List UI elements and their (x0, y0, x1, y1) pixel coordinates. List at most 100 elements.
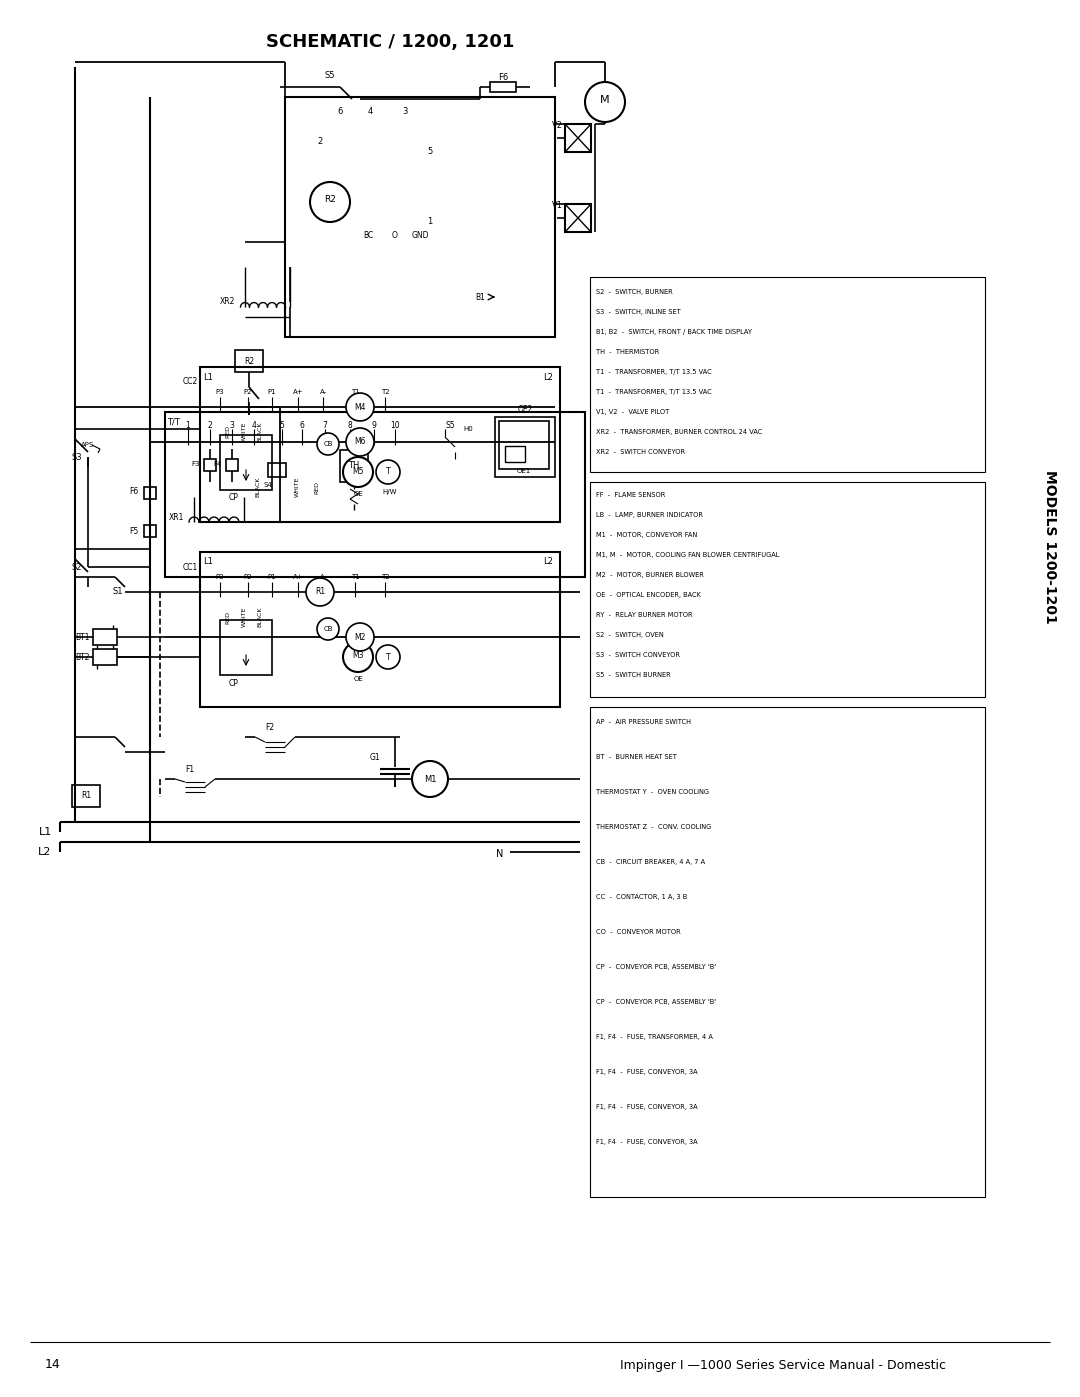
Bar (590, 482, 985, 697)
Text: S2: S2 (71, 563, 82, 571)
Text: BT  -  BURNER HEAT SET: BT - BURNER HEAT SET (596, 754, 677, 760)
Text: S4: S4 (264, 482, 272, 488)
Text: S2  -  SWITCH, BURNER: S2 - SWITCH, BURNER (596, 289, 673, 295)
Text: F5: F5 (129, 527, 138, 535)
Text: BT2: BT2 (76, 652, 90, 662)
Text: M1: M1 (423, 774, 436, 784)
Text: THERMOSTAT Y  -  OVEN COOLING: THERMOSTAT Y - OVEN COOLING (596, 789, 708, 795)
Text: L1: L1 (39, 827, 52, 837)
Text: A-: A- (320, 574, 326, 580)
Text: XR1: XR1 (168, 513, 184, 521)
Bar (340, 450, 368, 482)
Text: L2: L2 (543, 373, 553, 381)
Text: T2: T2 (380, 388, 389, 395)
Text: CB: CB (323, 441, 333, 447)
Bar (220, 620, 272, 675)
Text: L2: L2 (38, 847, 52, 856)
Text: S3  -  SWITCH CONVEYOR: S3 - SWITCH CONVEYOR (596, 652, 680, 658)
Text: T1: T1 (351, 574, 360, 580)
Text: T: T (386, 652, 390, 662)
Circle shape (343, 457, 373, 488)
Text: TH  -  THERMISTOR: TH - THERMISTOR (596, 349, 659, 355)
Text: B1: B1 (475, 292, 485, 302)
Text: B1, B2  -  SWITCH, FRONT / BACK TIME DISPLAY: B1, B2 - SWITCH, FRONT / BACK TIME DISPL… (596, 330, 752, 335)
Text: Impinger I —1000 Series Service Manual - Domestic: Impinger I —1000 Series Service Manual -… (620, 1358, 946, 1372)
Text: A+: A+ (293, 574, 303, 580)
Text: OE  -  OPTICAL ENCODER, BACK: OE - OPTICAL ENCODER, BACK (596, 592, 701, 598)
Text: V1, V2  -  VALVE PILOT: V1, V2 - VALVE PILOT (596, 409, 670, 415)
Text: BT1: BT1 (76, 633, 90, 641)
Bar (226, 460, 238, 471)
Text: R2: R2 (324, 196, 336, 204)
Bar (144, 525, 156, 536)
Circle shape (346, 427, 374, 455)
Bar (590, 277, 985, 472)
Text: APS: APS (81, 441, 95, 448)
Text: 7: 7 (323, 420, 327, 429)
Bar (165, 412, 585, 577)
Text: 10: 10 (390, 420, 400, 429)
Text: 4: 4 (252, 420, 256, 429)
Text: S3  -  SWITCH, INLINE SET: S3 - SWITCH, INLINE SET (596, 309, 680, 314)
Text: S1: S1 (112, 587, 123, 595)
Text: CC1: CC1 (183, 563, 198, 571)
Text: A+: A+ (293, 388, 303, 395)
Text: 6: 6 (337, 108, 342, 116)
Circle shape (346, 393, 374, 420)
Text: CP: CP (229, 679, 239, 687)
Text: V1: V1 (552, 201, 563, 210)
Text: L1: L1 (203, 557, 213, 567)
Text: OE: OE (353, 676, 363, 682)
Text: T1  -  TRANSFORMER, T/T 13.5 VAC: T1 - TRANSFORMER, T/T 13.5 VAC (596, 388, 712, 395)
Text: CC2: CC2 (183, 377, 198, 387)
Text: CC  -  CONTACTOR, 1 A, 3 B: CC - CONTACTOR, 1 A, 3 B (596, 894, 687, 900)
Text: S5  -  SWITCH BURNER: S5 - SWITCH BURNER (596, 672, 671, 678)
Circle shape (318, 433, 339, 455)
Text: CP  -  CONVEYOR PCB, ASSEMBLY 'B': CP - CONVEYOR PCB, ASSEMBLY 'B' (596, 999, 716, 1004)
Text: P1: P1 (268, 388, 276, 395)
Text: 4: 4 (367, 108, 373, 116)
Text: WHITE: WHITE (242, 606, 246, 627)
Text: OE1: OE1 (517, 468, 531, 474)
Text: F1, F4  -  FUSE, CONVEYOR, 3A: F1, F4 - FUSE, CONVEYOR, 3A (596, 1139, 698, 1146)
Bar (72, 785, 100, 807)
Text: THERMOSTAT Z  -  CONV. COOLING: THERMOSTAT Z - CONV. COOLING (596, 824, 712, 830)
Text: F1: F1 (186, 764, 194, 774)
Text: 2: 2 (207, 420, 213, 429)
Text: 8: 8 (348, 420, 352, 429)
Text: CB  -  CIRCUIT BREAKER, 4 A, 7 A: CB - CIRCUIT BREAKER, 4 A, 7 A (596, 859, 705, 865)
Bar (200, 367, 561, 522)
Text: P3: P3 (216, 388, 225, 395)
Text: 3: 3 (230, 420, 234, 429)
Text: CO  -  CONVEYOR MOTOR: CO - CONVEYOR MOTOR (596, 929, 680, 935)
Bar (499, 420, 549, 469)
Text: O: O (392, 231, 397, 239)
Text: BC: BC (363, 231, 373, 239)
Text: 1: 1 (186, 420, 190, 429)
Text: MODELS 1200-1201: MODELS 1200-1201 (1043, 471, 1057, 624)
Text: 2: 2 (318, 137, 323, 147)
Text: WHITE: WHITE (295, 476, 299, 497)
Text: 6: 6 (299, 420, 305, 429)
Text: BLACK: BLACK (257, 422, 262, 443)
Circle shape (310, 182, 350, 222)
Text: F4: F4 (214, 461, 222, 467)
Text: F2: F2 (266, 722, 274, 732)
Text: T1: T1 (351, 388, 360, 395)
Bar (490, 82, 516, 92)
Text: RY  -  RELAY BURNER MOTOR: RY - RELAY BURNER MOTOR (596, 612, 692, 617)
Text: F3: F3 (191, 461, 200, 467)
Text: N: N (497, 849, 503, 859)
Text: P2: P2 (244, 574, 253, 580)
Text: RED: RED (226, 426, 230, 439)
Text: 1: 1 (428, 218, 433, 226)
Text: AP  -  AIR PRESSURE SWITCH: AP - AIR PRESSURE SWITCH (596, 719, 691, 725)
Text: BLACK: BLACK (257, 606, 262, 627)
Bar (144, 488, 156, 499)
Text: V2: V2 (552, 120, 563, 130)
Text: L1: L1 (203, 373, 213, 381)
Text: 5: 5 (280, 420, 284, 429)
Text: 5: 5 (428, 148, 433, 156)
Text: F1, F4  -  FUSE, TRANSFORMER, 4 A: F1, F4 - FUSE, TRANSFORMER, 4 A (596, 1034, 713, 1039)
Text: BLACK: BLACK (256, 476, 260, 497)
